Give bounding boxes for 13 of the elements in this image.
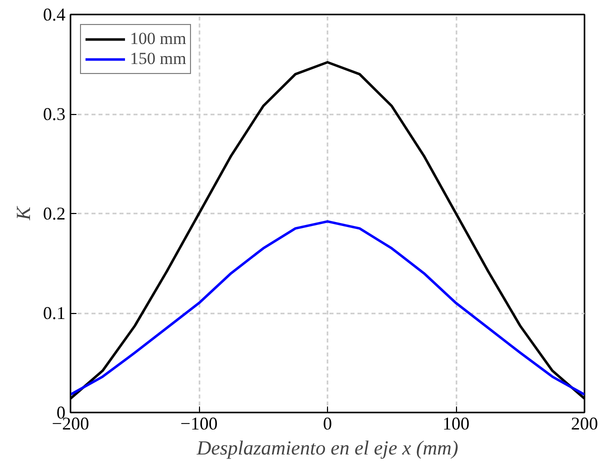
x-tick-label: −100 <box>180 414 218 434</box>
y-tick-label: 0.1 <box>43 303 66 323</box>
x-axis-title: Desplazamiento en el eje x (mm) <box>196 438 459 460</box>
legend-label: 100 mm <box>130 29 186 49</box>
legend-label: 150 mm <box>130 49 186 69</box>
y-tick-label: 0.4 <box>43 4 66 24</box>
x-tick-label: 100 <box>442 414 470 434</box>
x-tick-label: 0 <box>323 414 332 434</box>
y-tick-label: 0.2 <box>43 204 66 224</box>
y-axis-title: K <box>13 205 35 222</box>
y-tick-label: 0.3 <box>43 104 66 124</box>
x-tick-label: 200 <box>571 414 598 434</box>
line-series <box>70 220 584 396</box>
